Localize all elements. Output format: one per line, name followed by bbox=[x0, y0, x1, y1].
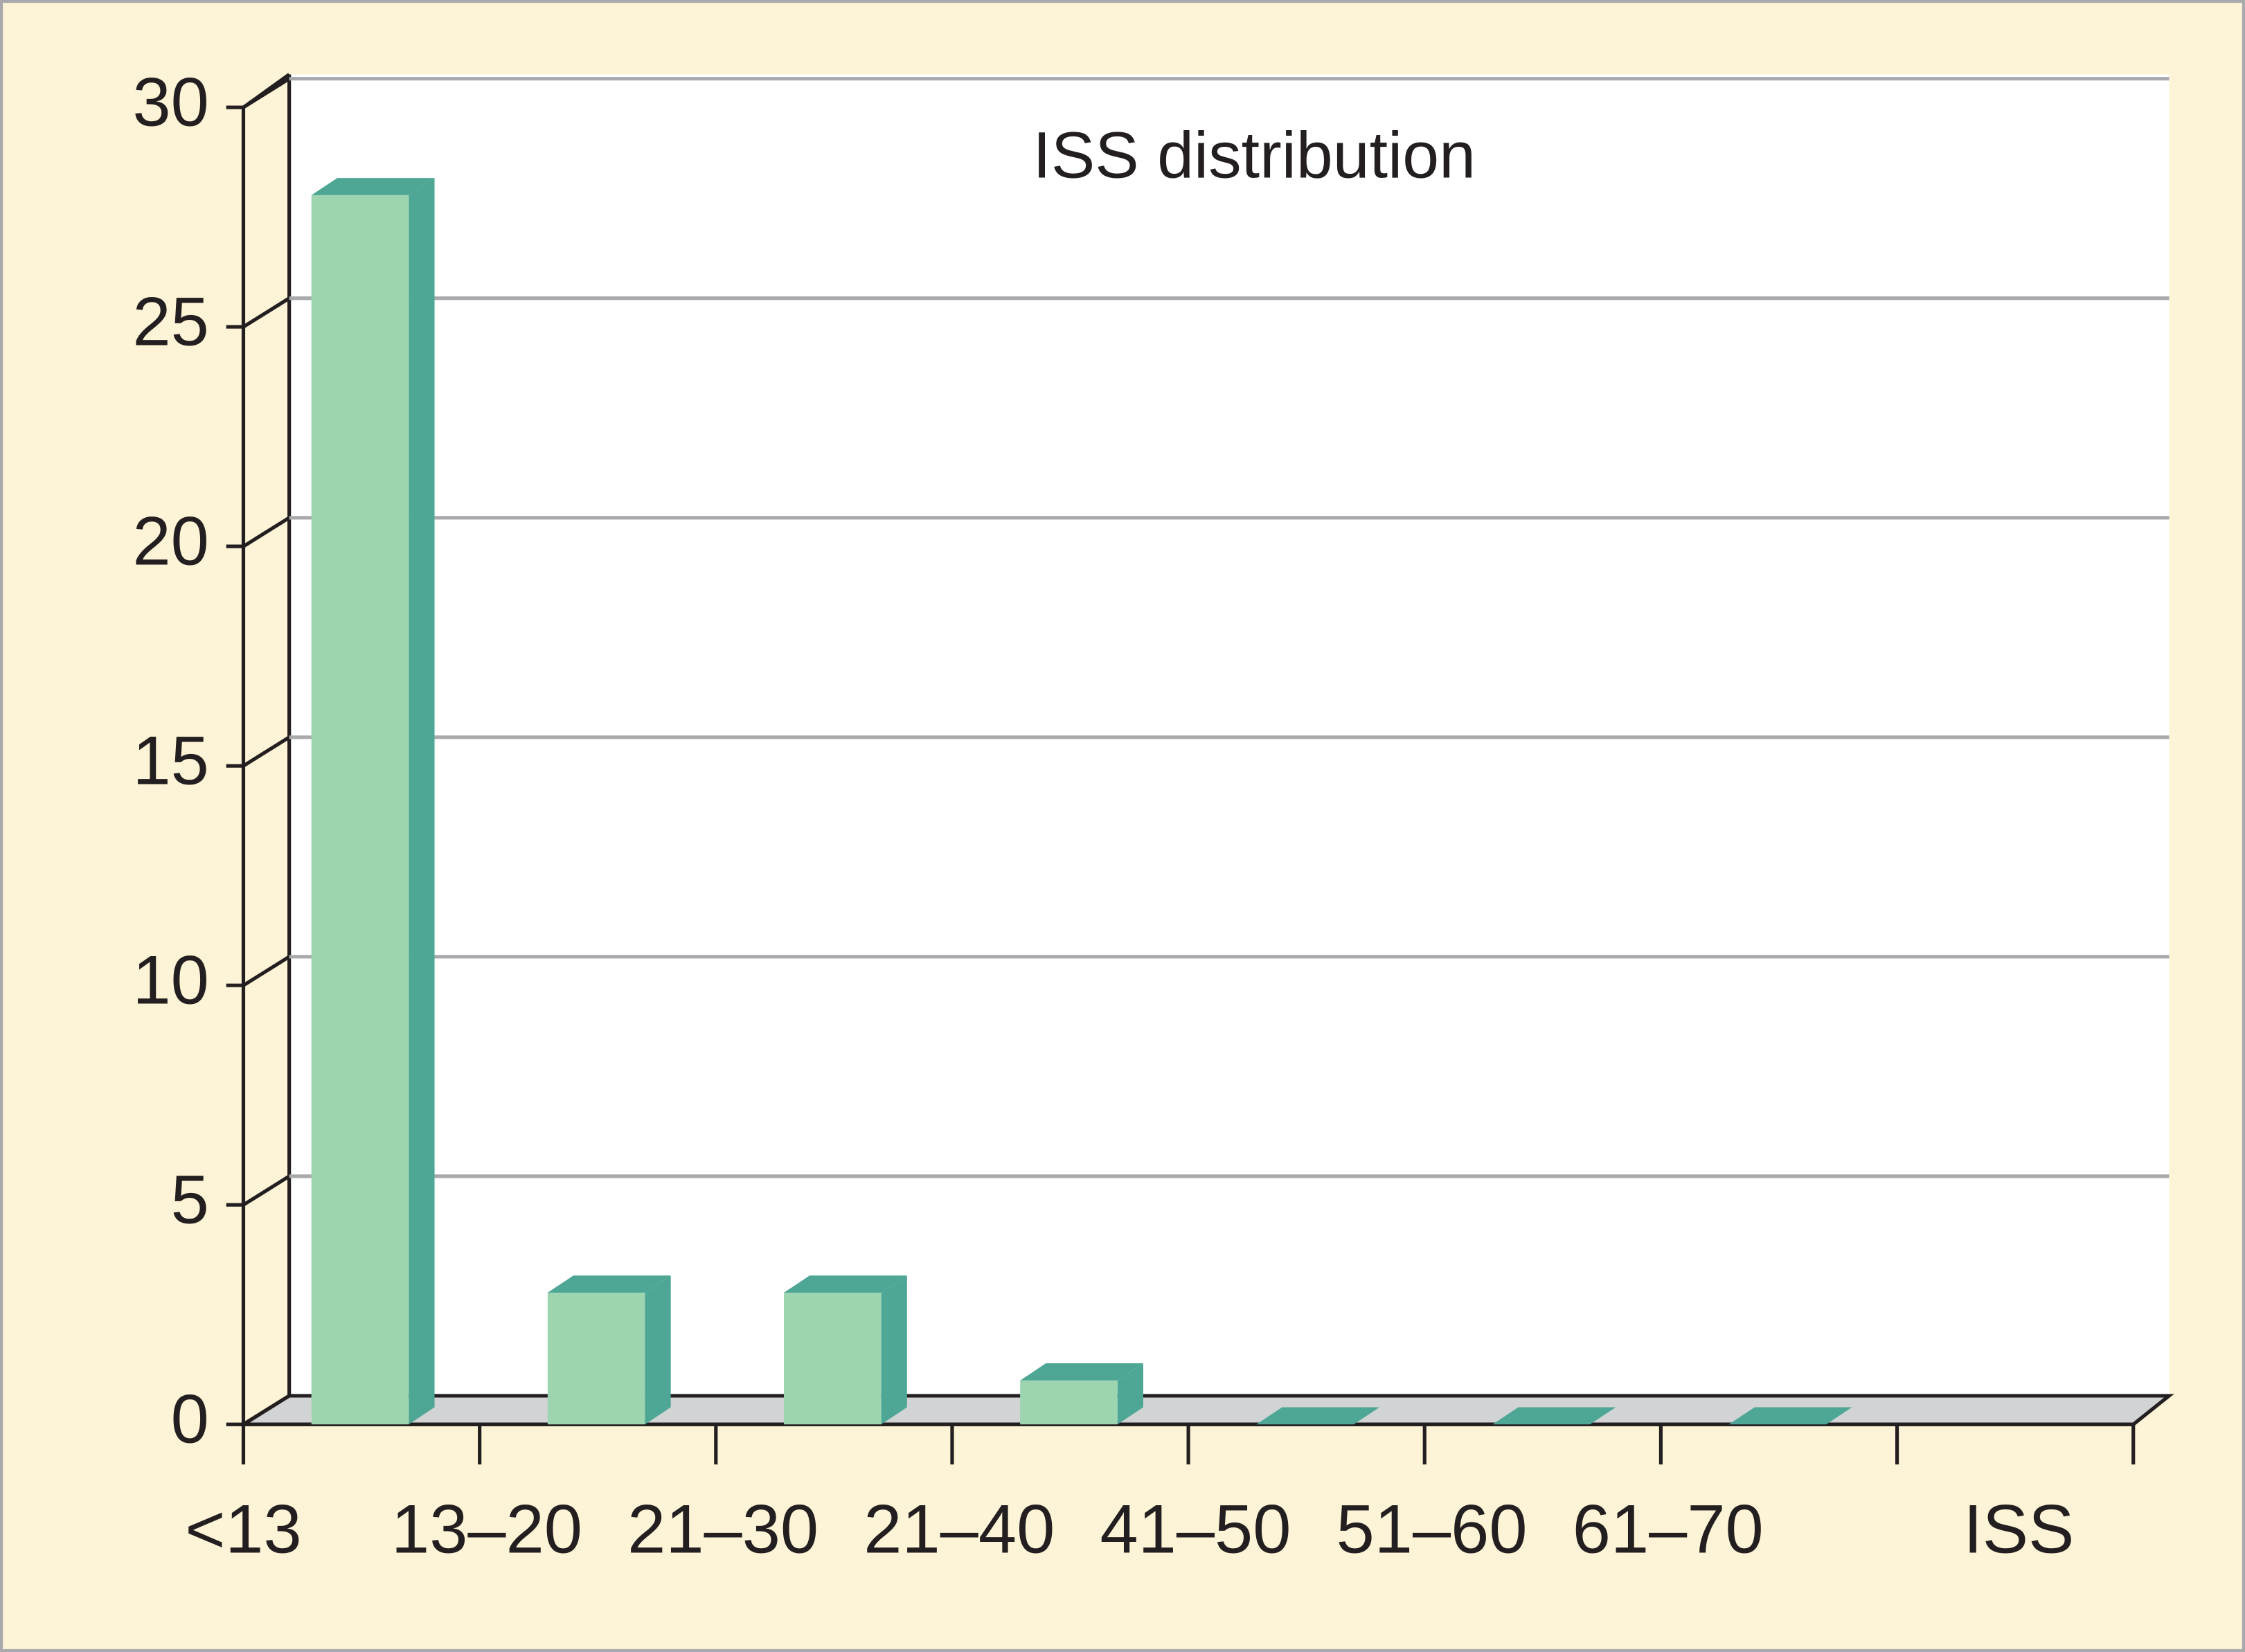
tick-diagonal bbox=[242, 955, 291, 987]
y-tick-label: 25 bbox=[132, 283, 208, 360]
x-tick-label: 21–40 bbox=[864, 1491, 1055, 1568]
bar-side bbox=[409, 178, 435, 1425]
bar-side bbox=[1117, 1363, 1143, 1425]
y-tick-label: 0 bbox=[171, 1381, 209, 1457]
bar-top bbox=[1256, 1407, 1380, 1425]
bar bbox=[1020, 1380, 1118, 1425]
x-tick-label: 41–50 bbox=[1100, 1491, 1291, 1568]
y-tick-label: 10 bbox=[132, 942, 208, 1018]
bar bbox=[547, 1293, 645, 1425]
bar-top bbox=[547, 1275, 671, 1293]
tick-diagonal bbox=[242, 1174, 291, 1207]
x-tick-label: 51–60 bbox=[1336, 1491, 1528, 1568]
x-axis-label: ISS bbox=[1963, 1491, 2074, 1568]
tick-diagonal bbox=[242, 516, 291, 548]
bar bbox=[784, 1293, 882, 1425]
bar-top bbox=[1492, 1407, 1616, 1425]
tick-diagonal bbox=[242, 1394, 291, 1426]
bar-top bbox=[1020, 1363, 1143, 1381]
x-tick-label: 21–30 bbox=[627, 1491, 819, 1568]
x-tick-label: <13 bbox=[185, 1491, 301, 1568]
y-tick-label: 15 bbox=[132, 722, 208, 799]
bar-side bbox=[881, 1275, 907, 1425]
tick-diagonal bbox=[242, 77, 291, 109]
y-tick-label: 30 bbox=[132, 64, 208, 141]
y-tick-label: 5 bbox=[171, 1161, 209, 1238]
bar-side bbox=[645, 1275, 671, 1425]
floor bbox=[237, 1394, 2174, 1426]
bar bbox=[311, 195, 409, 1425]
tick-diagonal bbox=[242, 735, 291, 768]
x-tick-label: 61–70 bbox=[1573, 1491, 1764, 1568]
chart-title: ISS distribution bbox=[1032, 119, 1476, 192]
bar-top bbox=[784, 1275, 907, 1293]
y-tick-label: 20 bbox=[132, 503, 208, 580]
bar-top bbox=[311, 178, 435, 195]
tick-diagonal bbox=[242, 296, 291, 329]
plot-wall bbox=[289, 74, 2170, 1396]
x-tick-label: 13–20 bbox=[391, 1491, 582, 1568]
bar-top bbox=[1728, 1407, 1852, 1425]
